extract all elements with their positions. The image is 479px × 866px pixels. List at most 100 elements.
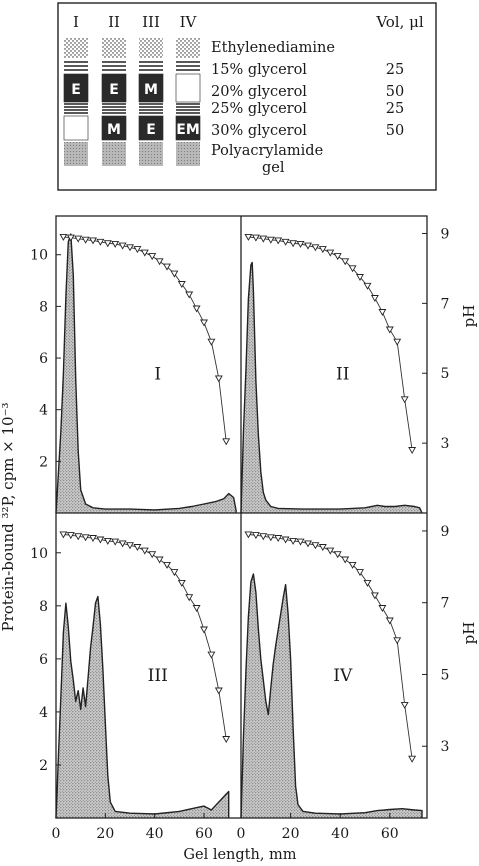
ph-point-II-8 (304, 242, 312, 250)
counts-area-I (56, 234, 237, 513)
tube-I-layer-15 (64, 61, 88, 71)
ph-point-II-17 (370, 295, 379, 303)
right-tick-label-1-0: 3 (441, 739, 450, 755)
tube-header-II: II (108, 13, 120, 31)
left-tick-label-1-1: 4 (39, 705, 48, 721)
tube-IV-mark-30: EM (176, 122, 200, 138)
ph-point-III-22 (222, 736, 231, 744)
ph-point-IV-12 (333, 551, 342, 559)
tube-IV-layer-30-shade (176, 116, 200, 140)
ph-point-I-18 (192, 305, 201, 313)
ph-point-III-2 (74, 533, 83, 541)
ph-point-III-4 (89, 535, 97, 543)
x-tick-label-1-2: 40 (331, 826, 349, 842)
left-tick-label-1-3: 8 (39, 599, 48, 615)
layer-label-30-glycerol: 30% glycerol (211, 123, 307, 139)
ph-point-I-7 (111, 240, 120, 248)
ph-point-IV-20 (393, 637, 402, 645)
ph-point-IV-6 (289, 537, 298, 545)
ph-point-IV-18 (378, 605, 387, 613)
tube-II-mark-20: E (109, 82, 119, 98)
ph-point-II-14 (348, 265, 357, 273)
vol-header: Vol, μl (375, 13, 424, 31)
ph-point-III-9 (126, 542, 134, 550)
left-tick-label-0-2: 6 (39, 351, 48, 367)
left-tick-label-1-4: 10 (30, 546, 48, 562)
ph-point-III-8 (118, 540, 127, 548)
layer-vol-15-glycerol: 25 (386, 62, 404, 78)
ph-point-III-3 (81, 534, 90, 542)
panel-II: II (240, 233, 423, 514)
ph-point-II-20 (393, 338, 402, 346)
ph-point-IV-17 (370, 592, 379, 600)
panel-label-III: III (148, 666, 168, 686)
ph-point-I-21 (214, 375, 223, 383)
ph-point-III-7 (111, 538, 120, 546)
ph-point-II-6 (289, 240, 298, 248)
layer-label-ethylenediamine: Ethylenediamine (211, 40, 335, 56)
ph-point-II-2 (259, 235, 268, 243)
x-tick-label-1-0: 0 (237, 826, 246, 842)
tube-III-gel (139, 142, 163, 166)
layer-vol-25-glycerol: 25 (386, 101, 404, 117)
ph-point-IV-5 (281, 536, 290, 544)
tube-II-ethylenediamine (102, 38, 126, 58)
tube-III-mark-20: M (144, 82, 158, 98)
tube-IV: EM (175, 38, 201, 166)
tube-II-layer-15 (102, 61, 126, 71)
layer-label-gel: gel (262, 160, 285, 176)
layer-label-25-glycerol: 25% glycerol (211, 101, 307, 117)
ph-point-I-22 (222, 438, 231, 446)
ph-point-II-21 (400, 396, 409, 404)
tube-III: ME (138, 38, 164, 166)
ph-point-IV-9 (311, 542, 320, 550)
ph-point-III-21 (214, 687, 223, 695)
ph-point-III-0 (59, 531, 68, 539)
ph-point-I-2 (74, 235, 83, 243)
ph-point-IV-19 (385, 617, 394, 625)
panel-III: III (55, 531, 231, 819)
ph-point-II-12 (333, 253, 342, 261)
ph-line-I (63, 236, 227, 442)
tube-III-layer-15 (139, 61, 163, 71)
ph-point-I-0 (59, 233, 68, 241)
ph-point-III-1 (66, 532, 75, 540)
ph-line-II (248, 236, 413, 451)
ph-point-II-22 (408, 447, 417, 455)
ph-point-II-13 (341, 258, 350, 266)
layer-vol-30-glycerol: 50 (386, 123, 404, 139)
ph-point-II-19 (385, 326, 394, 334)
counts-line-II (240, 261, 423, 514)
tube-II-gel (102, 142, 126, 166)
ph-point-II-0 (244, 233, 253, 241)
panel-IV: IV (240, 531, 423, 819)
tube-header-IV: IV (180, 13, 198, 31)
ph-point-I-16 (177, 281, 186, 289)
y-axis-label-left: Protein-bound ³²P, cpm × 10⁻³ (0, 402, 17, 631)
ph-point-I-20 (207, 338, 216, 346)
y-axis-label-right-bottom: pH (460, 622, 478, 645)
chart-axes: 2 4 6 8 10 3 5 7 9 2 4 6 8 10 3 5 7 9 0 20 40 60 0 20 40 60 (30, 215, 450, 842)
ph-point-I-11 (140, 249, 149, 257)
ph-point-I-12 (148, 253, 157, 261)
ph-point-II-9 (311, 244, 320, 252)
counts-line-I (55, 233, 237, 514)
counts-line-III (55, 595, 230, 819)
tube-I-mark-20: E (71, 82, 81, 98)
ph-point-I-14 (163, 263, 171, 271)
ph-point-III-12 (148, 551, 157, 559)
ph-point-I-15 (170, 270, 179, 278)
ph-point-III-10 (133, 544, 142, 552)
ph-point-III-13 (155, 556, 164, 564)
ph-point-III-16 (177, 579, 186, 587)
ph-point-III-6 (103, 537, 112, 545)
tube-I-layer-25 (64, 103, 88, 114)
ph-point-III-15 (170, 569, 179, 577)
panel-I: I (55, 233, 237, 514)
ph-point-II-1 (251, 234, 260, 242)
ph-point-IV-7 (296, 538, 305, 546)
ph-point-III-20 (207, 651, 216, 659)
